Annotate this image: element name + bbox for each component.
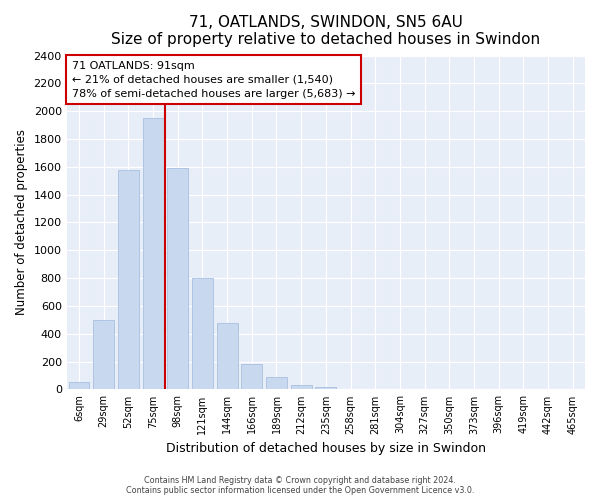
Bar xyxy=(290,384,311,390)
Bar xyxy=(118,170,139,390)
Text: 71 OATLANDS: 91sqm
← 21% of detached houses are smaller (1,540)
78% of semi-deta: 71 OATLANDS: 91sqm ← 21% of detached hou… xyxy=(72,60,355,98)
X-axis label: Distribution of detached houses by size in Swindon: Distribution of detached houses by size … xyxy=(166,442,486,455)
Title: 71, OATLANDS, SWINDON, SN5 6AU
Size of property relative to detached houses in S: 71, OATLANDS, SWINDON, SN5 6AU Size of p… xyxy=(111,15,541,48)
Bar xyxy=(266,377,287,390)
Bar xyxy=(241,364,262,390)
Text: Contains HM Land Registry data © Crown copyright and database right 2024.
Contai: Contains HM Land Registry data © Crown c… xyxy=(126,476,474,495)
Bar xyxy=(167,168,188,390)
Y-axis label: Number of detached properties: Number of detached properties xyxy=(15,130,28,316)
Bar xyxy=(316,386,337,390)
Bar xyxy=(68,382,89,390)
Bar xyxy=(217,322,238,390)
Bar xyxy=(93,320,114,390)
Bar xyxy=(192,278,213,390)
Bar xyxy=(143,118,164,390)
